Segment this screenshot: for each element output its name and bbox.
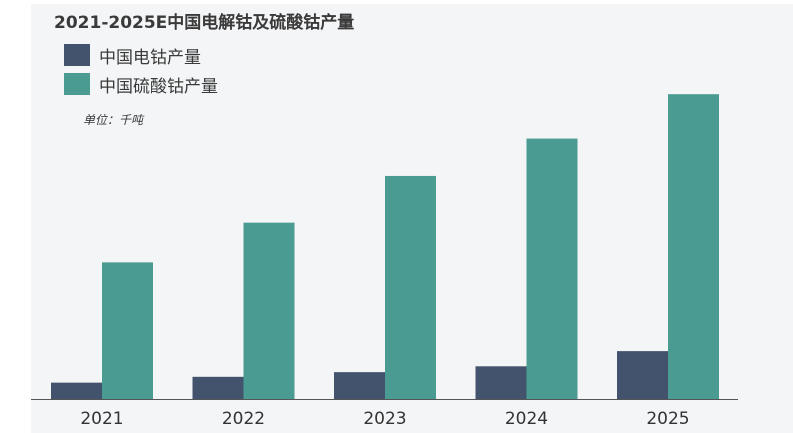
legend-label: 中国电钴产量 — [99, 47, 201, 68]
bar-electrolytic-cobalt-2024 — [475, 366, 527, 399]
bar-cobalt-sulfate-2022 — [243, 222, 295, 399]
legend-item-cobalt-sulfate: 中国硫酸钴产量 — [64, 73, 218, 97]
bar-electrolytic-cobalt-2022 — [192, 376, 244, 399]
bar-cobalt-sulfate-2025 — [668, 94, 719, 400]
bar-electrolytic-cobalt-2021 — [51, 382, 102, 399]
bar-electrolytic-cobalt-2025 — [617, 351, 668, 399]
bar-cobalt-sulfate-2021 — [102, 262, 153, 399]
chart-title: 2021-2025E中国电解钴及硫酸钴产量 — [54, 13, 355, 33]
x-tick-label: 2022 — [222, 409, 265, 429]
legend-label: 中国硫酸钴产量 — [99, 76, 218, 97]
x-tick-label: 2023 — [363, 409, 406, 429]
unit-label: 单位：千吨 — [83, 113, 144, 127]
bar-cobalt-sulfate-2024 — [526, 138, 578, 399]
x-tick-label: 2025 — [646, 409, 689, 429]
x-tick-label: 2021 — [80, 409, 123, 429]
legend-swatch — [64, 44, 90, 66]
x-tick-label: 2024 — [505, 409, 548, 429]
legend-swatch — [64, 73, 90, 95]
bar-electrolytic-cobalt-2023 — [334, 372, 385, 399]
bar-cobalt-sulfate-2023 — [385, 175, 436, 399]
legend-item-electrolytic-cobalt: 中国电钴产量 — [64, 44, 201, 68]
